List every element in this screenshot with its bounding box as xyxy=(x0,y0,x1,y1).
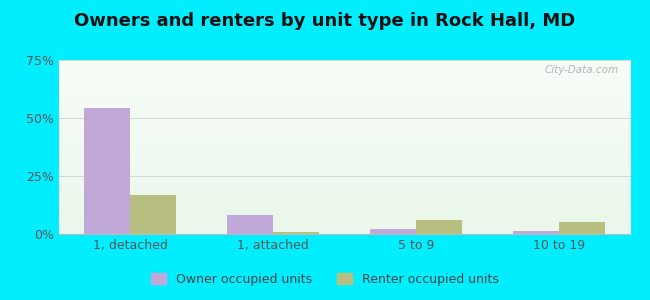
Legend: Owner occupied units, Renter occupied units: Owner occupied units, Renter occupied un… xyxy=(146,268,504,291)
Text: Owners and renters by unit type in Rock Hall, MD: Owners and renters by unit type in Rock … xyxy=(74,12,576,30)
Bar xyxy=(514,230,559,234)
Bar xyxy=(227,215,273,234)
Bar xyxy=(84,108,130,234)
Bar xyxy=(273,232,318,234)
Bar xyxy=(416,220,462,234)
Bar xyxy=(370,230,416,234)
Bar xyxy=(130,195,176,234)
Bar xyxy=(559,222,604,234)
Text: City-Data.com: City-Data.com xyxy=(545,65,619,75)
